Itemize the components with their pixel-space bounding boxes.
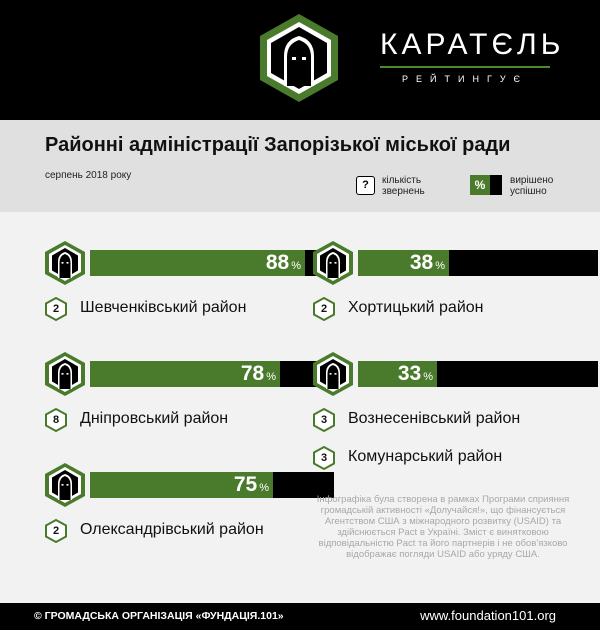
- legend-count-icon: ?: [356, 176, 375, 195]
- title-band: Районні адміністрації Запорізької місько…: [0, 120, 600, 212]
- brand-title: КАРАТЄЛЬ: [380, 28, 565, 61]
- legend-percent-label: вирішено успішно: [510, 175, 554, 197]
- bar-fill: [358, 250, 449, 276]
- district-name: Хортицький район: [348, 299, 484, 316]
- district-name: Комунарський район: [348, 448, 503, 465]
- brand-block: КАРАТЄЛЬ РЕЙТИНГУЄ: [380, 28, 565, 84]
- header-banner: КАРАТЄЛЬ РЕЙТИНГУЄ: [0, 0, 600, 120]
- percent-value: 88: [265, 251, 290, 274]
- executioner-icon: [313, 241, 353, 285]
- legend-count-label: кількість звернень: [382, 175, 425, 197]
- percent-symbol: %: [266, 371, 276, 383]
- percent-value: 33: [397, 362, 422, 385]
- percent-value: 38: [409, 251, 434, 274]
- district-no-rating: 3 Комунарський район: [312, 444, 572, 474]
- bar-fill: [358, 361, 437, 387]
- legend-percent-remainder: [490, 175, 502, 195]
- disclaimer-text: Інфографіка була створена в рамках Прогр…: [316, 494, 570, 560]
- bar-percent-label: 88%: [266, 250, 301, 276]
- legend-percent-icon: %: [470, 175, 490, 195]
- bar-fill: [90, 472, 273, 498]
- executioner-icon: [45, 463, 85, 507]
- district-item: 75% 2 Олександрівський район: [44, 462, 334, 552]
- bar-track: 78%: [90, 361, 334, 387]
- district-item: 78% 8 Дніпровський район: [44, 351, 334, 441]
- bar-fill: [90, 250, 305, 276]
- percent-symbol: %: [259, 482, 269, 494]
- district-item: 38% 2 Хортицький район: [312, 240, 598, 330]
- executioner-icon: [45, 352, 85, 396]
- executioner-icon: [45, 241, 85, 285]
- legend-percent-swatch: %: [470, 175, 502, 195]
- percent-symbol: %: [291, 260, 301, 272]
- requests-count-icon: [313, 446, 335, 470]
- bar-percent-label: 78%: [241, 361, 276, 387]
- district-name: Шевченківський район: [80, 299, 247, 316]
- requests-count-icon: [313, 408, 335, 432]
- brand-divider: [380, 66, 550, 68]
- footer: © ГРОМАДСЬКА ОРГАНІЗАЦІЯ «ФУНДАЦІЯ.101» …: [0, 603, 600, 630]
- footer-website-link[interactable]: www.foundation101.org: [420, 608, 556, 623]
- brand-subtitle: РЕЙТИНГУЄ: [402, 74, 528, 84]
- bar-percent-label: 38%: [410, 250, 445, 276]
- bar-track: 33%: [358, 361, 598, 387]
- requests-count-icon: [45, 408, 67, 432]
- percent-symbol: %: [423, 371, 433, 383]
- bar-fill: [90, 361, 280, 387]
- district-item: 88% 2 Шевченківський район: [44, 240, 334, 330]
- requests-count-icon: [313, 297, 335, 321]
- bar-track: 88%: [90, 250, 334, 276]
- bar-percent-label: 33%: [398, 361, 433, 387]
- percent-value: 78: [240, 362, 265, 385]
- bar-track: 75%: [90, 472, 334, 498]
- percent-symbol: %: [435, 260, 445, 272]
- percent-value: 75: [233, 473, 258, 496]
- report-date: серпень 2018 року: [45, 170, 132, 181]
- executioner-icon: [313, 352, 353, 396]
- district-name: Олександрівський район: [80, 521, 264, 538]
- executioner-logo-icon: [260, 14, 338, 102]
- page-title: Районні адміністрації Запорізької місько…: [45, 134, 511, 156]
- requests-count-icon: [45, 297, 67, 321]
- district-name: Вознесенівський район: [348, 410, 521, 427]
- bar-track: 38%: [358, 250, 598, 276]
- district-item: 33% 3 Вознесенівський район: [312, 351, 598, 441]
- district-name: Дніпровський район: [80, 410, 229, 427]
- requests-count-icon: [45, 519, 67, 543]
- footer-organization: © ГРОМАДСЬКА ОРГАНІЗАЦІЯ «ФУНДАЦІЯ.101»: [34, 610, 284, 622]
- bar-percent-label: 75%: [234, 472, 269, 498]
